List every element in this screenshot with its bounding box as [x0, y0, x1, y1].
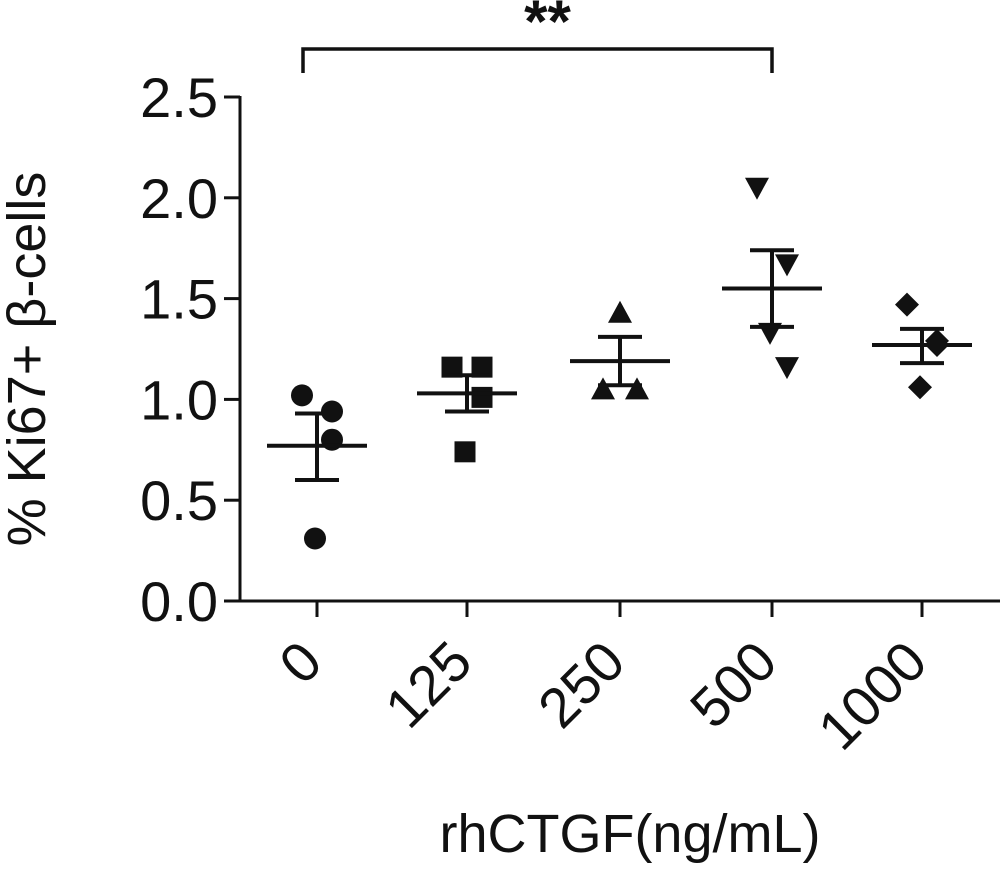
x-tick-label: 1000 — [806, 629, 939, 762]
y-tick-label: 1.0 — [140, 368, 218, 431]
data-point-square — [454, 441, 476, 463]
y-tick-label: 0.0 — [140, 570, 218, 633]
x-tick-label: 250 — [526, 629, 637, 740]
axes: 0.0 0.5 1.0 1.5 2.0 2.5 0 125 250 500 1000 — [140, 66, 1000, 762]
data-point-square — [441, 356, 463, 378]
group-250 — [570, 300, 670, 400]
y-tick-label: 1.5 — [140, 268, 218, 331]
y-tick-label: 0.5 — [140, 469, 218, 532]
data-point-square — [471, 356, 493, 378]
data-point-square — [471, 386, 493, 408]
y-tick-label: 2.5 — [140, 66, 218, 129]
group-125 — [417, 356, 517, 463]
data-point-circle — [304, 527, 326, 550]
group-1000 — [872, 292, 972, 400]
group-0 — [267, 384, 367, 550]
group-500 — [722, 177, 822, 380]
data-point-triangle-down — [745, 177, 769, 200]
data-point-diamond — [895, 292, 919, 317]
significance-label: ** — [524, 0, 571, 55]
data-point-triangle-down — [775, 254, 799, 277]
significance-bracket: ** — [301, 0, 774, 73]
data-point-circle — [321, 400, 343, 423]
x-tick-label: 500 — [678, 629, 789, 740]
data-point-triangle-up — [625, 377, 649, 400]
x-tick-label: 0 — [267, 629, 334, 696]
y-tick-label: 2.0 — [140, 167, 218, 230]
data-groups — [267, 177, 972, 550]
data-point-triangle-up — [591, 377, 615, 400]
data-point-triangle-up — [608, 300, 632, 323]
data-point-diamond — [908, 375, 932, 400]
data-point-triangle-down — [775, 357, 799, 380]
x-axis-title: rhCTGF(ng/mL) — [439, 804, 820, 864]
y-axis-title: % Ki67+ β-cells — [0, 172, 57, 547]
data-point-circle — [291, 384, 313, 407]
bracket-line — [301, 47, 774, 73]
x-tick-label: 125 — [373, 629, 484, 740]
